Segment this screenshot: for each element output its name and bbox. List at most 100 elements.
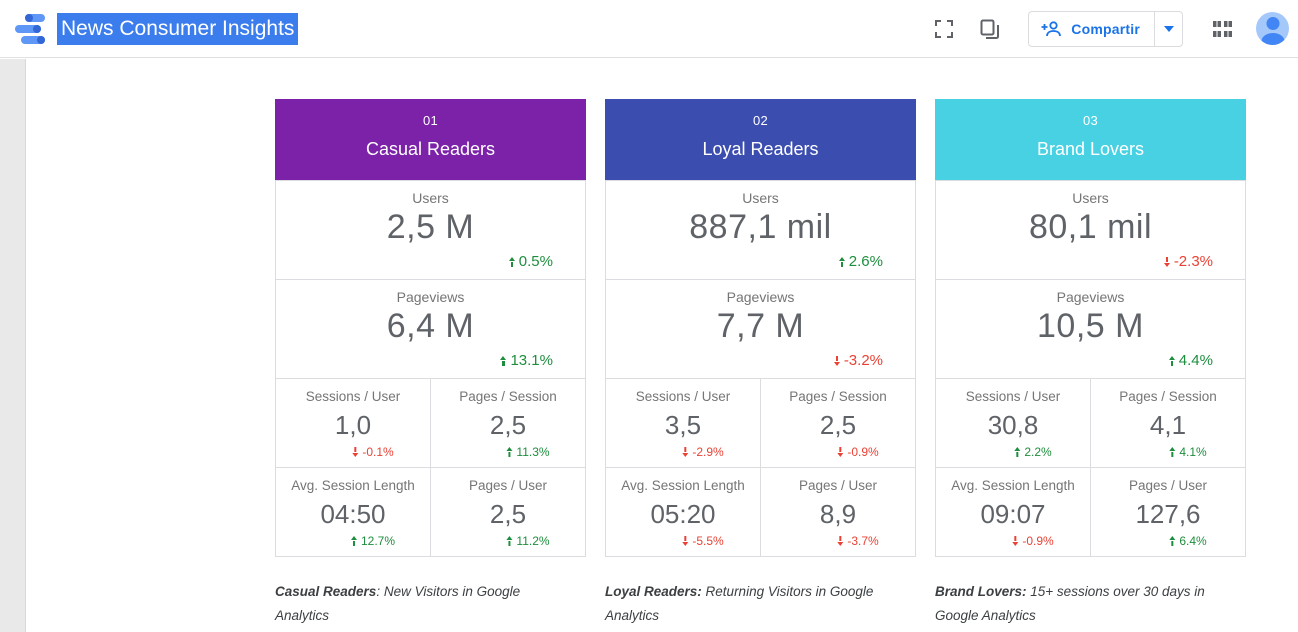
avatar[interactable]: [1256, 12, 1289, 45]
delta-arrow-icon: [1169, 447, 1175, 457]
delta-arrow-icon: [1164, 257, 1170, 267]
footnote-brand-lovers: Brand Lovers: 15+ sessions over 30 days …: [935, 580, 1220, 628]
delta-value: 2.6%: [848, 253, 883, 270]
metric-delta: 11.3%: [506, 445, 549, 459]
metric-label: Pageviews: [726, 289, 795, 305]
scorecard-group-casual-readers[interactable]: 01 Casual Readers Users 2,5 M 0.5% Pagev…: [275, 99, 586, 557]
delta-arrow-icon: [1012, 536, 1018, 546]
metric-label: Users: [742, 190, 779, 206]
delta-arrow-icon: [506, 447, 512, 457]
metric-delta: -3.7%: [837, 534, 878, 548]
metric-value: 2,5: [489, 499, 527, 529]
metric-label: Pages / User: [798, 478, 878, 493]
metric-delta: -0.9%: [1012, 534, 1053, 548]
sessions-per-user-scorecard: Sessions / User 3,5 -2.9%: [605, 378, 761, 468]
fullscreen-button[interactable]: [932, 17, 956, 41]
delta-value: 2.2%: [1024, 445, 1052, 459]
segment-header: 03 Brand Lovers: [935, 99, 1246, 181]
metric-value: 8,9: [819, 499, 857, 529]
share-split-button: Compartir: [1028, 10, 1183, 47]
metric-delta: 2.6%: [839, 253, 883, 270]
footnote-term: Loyal Readers:: [605, 584, 702, 599]
delta-value: -2.3%: [1173, 253, 1213, 270]
delta-arrow-icon: [837, 536, 843, 546]
metric-value: 6,4 M: [386, 307, 475, 345]
metric-delta: 6.4%: [1169, 534, 1206, 548]
report-title[interactable]: News Consumer Insights: [57, 12, 299, 45]
share-button-label: Compartir: [1071, 20, 1140, 37]
metric-delta: -5.5%: [682, 534, 723, 548]
fullscreen-icon: [935, 19, 954, 38]
metric-value: 2,5: [819, 410, 857, 440]
pageviews-scorecard: Pageviews 10,5 M 4.4%: [935, 279, 1246, 379]
top-bar-actions: Compartir: [932, 10, 1298, 47]
metric-label: Pages / User: [1128, 478, 1208, 493]
apps-grid-icon[interactable]: [1213, 20, 1232, 37]
delta-arrow-icon: [682, 447, 688, 457]
metric-value: 7,7 M: [716, 307, 805, 345]
metric-delta: -2.9%: [682, 445, 723, 459]
users-scorecard: Users 2,5 M 0.5%: [275, 180, 586, 280]
metric-value: 10,5 M: [1037, 307, 1144, 345]
metric-delta: 12.7%: [351, 534, 395, 548]
metric-value: 887,1 mil: [689, 208, 832, 246]
metric-delta: 11.2%: [506, 534, 549, 548]
metric-label: Sessions / User: [305, 389, 401, 404]
delta-arrow-icon: [1014, 447, 1020, 457]
delta-arrow-icon: [509, 257, 515, 267]
sessions-per-user-scorecard: Sessions / User 1,0 -0.1%: [275, 378, 431, 468]
segment-header: 01 Casual Readers: [275, 99, 586, 181]
pages-per-user-scorecard: Pages / User 8,9 -3.7%: [760, 467, 916, 557]
pageviews-scorecard: Pageviews 6,4 M 13.1%: [275, 279, 586, 379]
metric-value: 4,1: [1149, 410, 1187, 440]
share-button[interactable]: Compartir: [1029, 12, 1154, 46]
delta-value: -0.9%: [847, 445, 879, 459]
metric-label: Pages / Session: [1119, 389, 1217, 404]
copy-page-button[interactable]: [978, 17, 1002, 41]
avg-session-length-scorecard: Avg. Session Length 05:20 -5.5%: [605, 467, 761, 557]
metric-value: 127,6: [1135, 499, 1201, 529]
avg-session-length-scorecard: Avg. Session Length 09:07 -0.9%: [935, 467, 1091, 557]
avg-session-length-scorecard: Avg. Session Length 04:50 12.7%: [275, 467, 431, 557]
delta-arrow-icon: [352, 447, 358, 457]
segment-name: Casual Readers: [365, 139, 496, 159]
segment-number: 03: [1082, 113, 1099, 128]
delta-value: -2.9%: [692, 445, 724, 459]
footnote-term: Casual Readers: [275, 584, 377, 599]
left-gutter: [0, 59, 26, 632]
delta-arrow-icon: [351, 536, 357, 546]
metric-value: 05:20: [650, 499, 716, 529]
metric-label: Users: [1072, 190, 1109, 206]
delta-arrow-icon: [834, 356, 840, 366]
pages-per-session-scorecard: Pages / Session 2,5 11.3%: [430, 378, 586, 468]
footnote-text: Returning Visitors in Google Analytics: [605, 584, 874, 623]
metric-label: Avg. Session Length: [621, 478, 745, 493]
delta-value: 0.5%: [518, 253, 553, 270]
caret-down-icon: [1163, 25, 1174, 32]
metric-value: 1,0: [334, 410, 372, 440]
pages-per-user-scorecard: Pages / User 2,5 11.2%: [430, 467, 586, 557]
share-options-dropdown[interactable]: [1154, 11, 1182, 46]
metric-delta: 4.1%: [1169, 445, 1206, 459]
delta-arrow-icon: [839, 257, 845, 267]
scorecard-group-loyal-readers[interactable]: 02 Loyal Readers Users 887,1 mil 2.6% Pa…: [605, 99, 916, 557]
copy-icon: [980, 19, 1000, 39]
delta-value: 11.2%: [516, 534, 550, 548]
metric-value: 30,8: [987, 410, 1039, 440]
footnote-text: : New Visitors in Google Analytics: [275, 584, 521, 623]
delta-arrow-icon: [682, 536, 688, 546]
metric-value: 09:07: [980, 499, 1046, 529]
pages-per-user-scorecard: Pages / User 127,6 6.4%: [1090, 467, 1246, 557]
delta-value: 13.1%: [510, 352, 553, 369]
metric-value: 2,5: [489, 410, 527, 440]
metric-delta: 13.1%: [500, 352, 553, 369]
pages-per-session-scorecard: Pages / Session 2,5 -0.9%: [760, 378, 916, 468]
metric-label: Pages / Session: [789, 389, 887, 404]
delta-value: 6.4%: [1179, 534, 1207, 548]
metric-label: Sessions / User: [965, 389, 1061, 404]
metric-label: Avg. Session Length: [951, 478, 1075, 493]
delta-value: -0.1%: [362, 445, 394, 459]
scorecard-group-brand-lovers[interactable]: 03 Brand Lovers Users 80,1 mil -2.3% Pag…: [935, 99, 1246, 557]
segment-name: Brand Lovers: [1036, 139, 1145, 159]
metric-label: Users: [412, 190, 449, 206]
